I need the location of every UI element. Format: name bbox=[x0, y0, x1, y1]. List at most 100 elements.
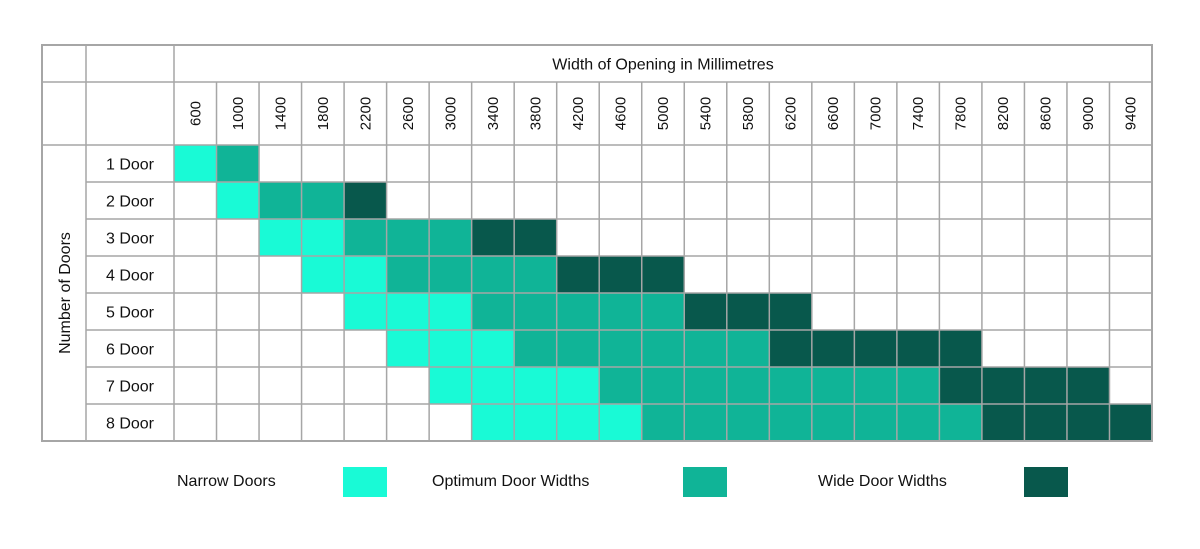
cell-6-door-3000-narrow bbox=[429, 330, 472, 367]
cell-3-door-9400-empty bbox=[1109, 219, 1152, 256]
cell-6-door-4200-optimum bbox=[556, 330, 600, 367]
cell-7-door-600-empty bbox=[174, 367, 217, 404]
cell-7-door-5800-optimum bbox=[726, 367, 770, 404]
cell-3-door-2200-optimum bbox=[344, 219, 387, 256]
cell-4-door-1800-narrow bbox=[301, 256, 345, 293]
cell-2-door-3400-empty bbox=[471, 182, 515, 219]
cell-8-door-3000-empty bbox=[429, 404, 472, 441]
y-tick-label-2-door: 2 Door bbox=[106, 194, 155, 211]
cell-6-door-9400-empty bbox=[1109, 330, 1152, 367]
cell-5-door-7000-empty bbox=[854, 293, 897, 330]
cell-7-door-4200-narrow bbox=[556, 367, 600, 404]
cell-3-door-5000-empty bbox=[641, 219, 685, 256]
cell-4-door-6600-empty bbox=[811, 256, 855, 293]
cell-6-door-7800-wide bbox=[939, 330, 982, 367]
cell-4-door-7000-empty bbox=[854, 256, 897, 293]
cell-7-door-7000-optimum bbox=[854, 367, 897, 404]
cell-7-door-1400-empty bbox=[259, 367, 302, 404]
cell-4-door-4200-wide bbox=[556, 256, 600, 293]
cell-6-door-1400-empty bbox=[259, 330, 302, 367]
cell-1-door-7400-empty bbox=[896, 145, 940, 182]
cell-5-door-1400-empty bbox=[259, 293, 302, 330]
cell-5-door-3400-optimum bbox=[471, 293, 515, 330]
cell-7-door-2600-empty bbox=[386, 367, 430, 404]
cell-7-door-3000-narrow bbox=[429, 367, 472, 404]
cell-8-door-8200-wide bbox=[981, 404, 1025, 441]
cell-2-door-8600-empty bbox=[1024, 182, 1067, 219]
cell-8-door-5000-optimum bbox=[641, 404, 685, 441]
cell-3-door-1000-empty bbox=[216, 219, 260, 256]
cell-2-door-3800-empty bbox=[514, 182, 557, 219]
cell-1-door-5800-empty bbox=[726, 145, 770, 182]
cell-7-door-8600-wide bbox=[1024, 367, 1067, 404]
cell-5-door-6600-empty bbox=[811, 293, 855, 330]
cell-1-door-8200-empty bbox=[981, 145, 1025, 182]
cell-7-door-7800-wide bbox=[939, 367, 982, 404]
cell-4-door-5000-wide bbox=[641, 256, 685, 293]
cell-8-door-4200-narrow bbox=[556, 404, 600, 441]
cell-1-door-4600-empty bbox=[599, 145, 642, 182]
cell-3-door-1400-narrow bbox=[259, 219, 302, 256]
legend: Narrow Doors Optimum Door Widths Wide Do… bbox=[0, 467, 1200, 499]
cell-8-door-5400-optimum bbox=[684, 404, 727, 441]
cell-8-door-6200-optimum bbox=[769, 404, 812, 441]
x-tick-label-1800: 1800 bbox=[315, 97, 332, 130]
cell-1-door-6600-empty bbox=[811, 145, 855, 182]
legend-label-narrow: Narrow Doors bbox=[177, 473, 276, 490]
cell-8-door-3400-narrow bbox=[471, 404, 515, 441]
x-tick-label-3000: 3000 bbox=[442, 97, 459, 130]
cell-4-door-7800-empty bbox=[939, 256, 982, 293]
cell-6-door-3800-optimum bbox=[514, 330, 557, 367]
cell-2-door-7400-empty bbox=[896, 182, 940, 219]
cell-3-door-5800-empty bbox=[726, 219, 770, 256]
cell-5-door-600-empty bbox=[174, 293, 217, 330]
cell-7-door-6600-optimum bbox=[811, 367, 855, 404]
cell-5-door-7800-empty bbox=[939, 293, 982, 330]
cell-8-door-2600-empty bbox=[386, 404, 430, 441]
cell-8-door-2200-empty bbox=[344, 404, 387, 441]
cell-1-door-1000-optimum bbox=[216, 145, 260, 182]
cell-5-door-3000-narrow bbox=[429, 293, 472, 330]
cell-6-door-2600-narrow bbox=[386, 330, 430, 367]
cell-3-door-7400-empty bbox=[896, 219, 940, 256]
cell-2-door-9400-empty bbox=[1109, 182, 1152, 219]
cell-6-door-6200-wide bbox=[769, 330, 812, 367]
cell-5-door-4200-optimum bbox=[556, 293, 600, 330]
door-width-chart: Width of Opening in Millimetres 600 1000 14… bbox=[41, 44, 1153, 442]
cell-4-door-2200-narrow bbox=[344, 256, 387, 293]
x-tick-label-2600: 2600 bbox=[400, 97, 417, 130]
cell-3-door-1800-narrow bbox=[301, 219, 345, 256]
cell-5-door-2600-narrow bbox=[386, 293, 430, 330]
cell-2-door-600-empty bbox=[174, 182, 217, 219]
cell-8-door-1800-empty bbox=[301, 404, 345, 441]
cell-5-door-1000-empty bbox=[216, 293, 260, 330]
cell-2-door-7000-empty bbox=[854, 182, 897, 219]
cell-5-door-1800-empty bbox=[301, 293, 345, 330]
cell-4-door-1000-empty bbox=[216, 256, 260, 293]
cell-3-door-7800-empty bbox=[939, 219, 982, 256]
cell-4-door-7400-empty bbox=[896, 256, 940, 293]
cell-1-door-2600-empty bbox=[386, 145, 430, 182]
cell-7-door-3800-narrow bbox=[514, 367, 557, 404]
cell-4-door-2600-optimum bbox=[386, 256, 430, 293]
cell-4-door-5400-empty bbox=[684, 256, 727, 293]
cell-1-door-3800-empty bbox=[514, 145, 557, 182]
cell-5-door-2200-narrow bbox=[344, 293, 387, 330]
cell-7-door-9000-wide bbox=[1066, 367, 1110, 404]
x-axis-label: Width of Opening in Millimetres bbox=[552, 57, 773, 74]
cell-8-door-600-empty bbox=[174, 404, 217, 441]
cell-5-door-7400-empty bbox=[896, 293, 940, 330]
x-tick-label-9400: 9400 bbox=[1123, 97, 1140, 130]
x-tick-label-7000: 7000 bbox=[868, 97, 885, 130]
cell-2-door-2600-empty bbox=[386, 182, 430, 219]
cell-4-door-600-empty bbox=[174, 256, 217, 293]
cell-4-door-3000-optimum bbox=[429, 256, 472, 293]
cell-4-door-3800-optimum bbox=[514, 256, 557, 293]
cell-1-door-9000-empty bbox=[1066, 145, 1110, 182]
cell-2-door-3000-empty bbox=[429, 182, 472, 219]
cell-5-door-8600-empty bbox=[1024, 293, 1067, 330]
cell-8-door-8600-wide bbox=[1024, 404, 1067, 441]
y-tick-label-1-door: 1 Door bbox=[106, 157, 155, 174]
cell-7-door-8200-wide bbox=[981, 367, 1025, 404]
cell-6-door-5800-optimum bbox=[726, 330, 770, 367]
